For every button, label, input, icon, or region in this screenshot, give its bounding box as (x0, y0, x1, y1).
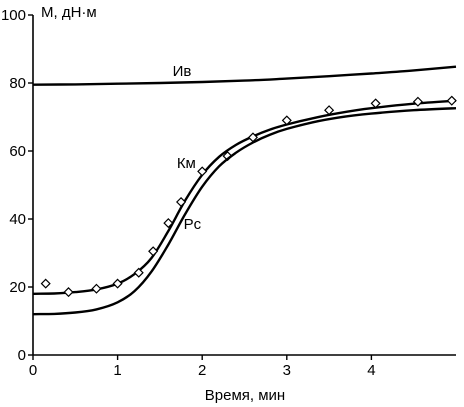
x-axis: 0 1 2 3 4 Время, мин (29, 354, 456, 404)
data-point (163, 218, 174, 229)
series-3: Рс (32, 107, 457, 316)
data-point (324, 105, 335, 116)
data-point (370, 98, 381, 109)
y-axis: 0 20 40 60 80 100 M, дН·м (1, 4, 97, 364)
series-line (32, 99, 457, 295)
x-tick-label: 0 (29, 362, 37, 379)
data-point (176, 196, 187, 208)
y-tick-label: 0 (18, 347, 26, 364)
data-point (133, 267, 144, 278)
plot-area: Ив Км Рс (32, 63, 457, 316)
x-ticks: 0 1 2 3 4 (29, 355, 376, 379)
x-tick-label: 3 (283, 362, 291, 379)
data-point (112, 278, 123, 289)
series-line (32, 107, 457, 316)
data-point (281, 115, 292, 126)
series-1: Ив (32, 63, 457, 86)
x-axis-label: Время, мин (205, 387, 285, 404)
data-point (412, 96, 423, 107)
y-ticks: 0 20 40 60 80 100 (1, 7, 33, 364)
data-point (197, 166, 208, 177)
y-tick-label: 60 (9, 143, 26, 160)
series-label: Ив (173, 63, 192, 80)
y-tick-label: 80 (9, 75, 26, 92)
series-label: Км (177, 155, 196, 172)
y-tick-label: 40 (9, 211, 26, 228)
data-point (148, 246, 159, 257)
series-label: Рс (184, 216, 202, 233)
data-point (63, 287, 74, 298)
x-tick-label: 1 (113, 362, 121, 379)
y-tick-label: 20 (9, 279, 26, 296)
y-axis-label: M, дН·м (41, 4, 97, 21)
x-tick-label: 4 (367, 362, 375, 379)
data-point (91, 283, 102, 294)
series-line (32, 65, 457, 86)
x-tick-label: 2 (198, 362, 206, 379)
y-tick-label: 100 (1, 7, 26, 24)
data-point (40, 278, 51, 289)
series-2: Км (32, 95, 457, 298)
data-point (446, 95, 457, 106)
